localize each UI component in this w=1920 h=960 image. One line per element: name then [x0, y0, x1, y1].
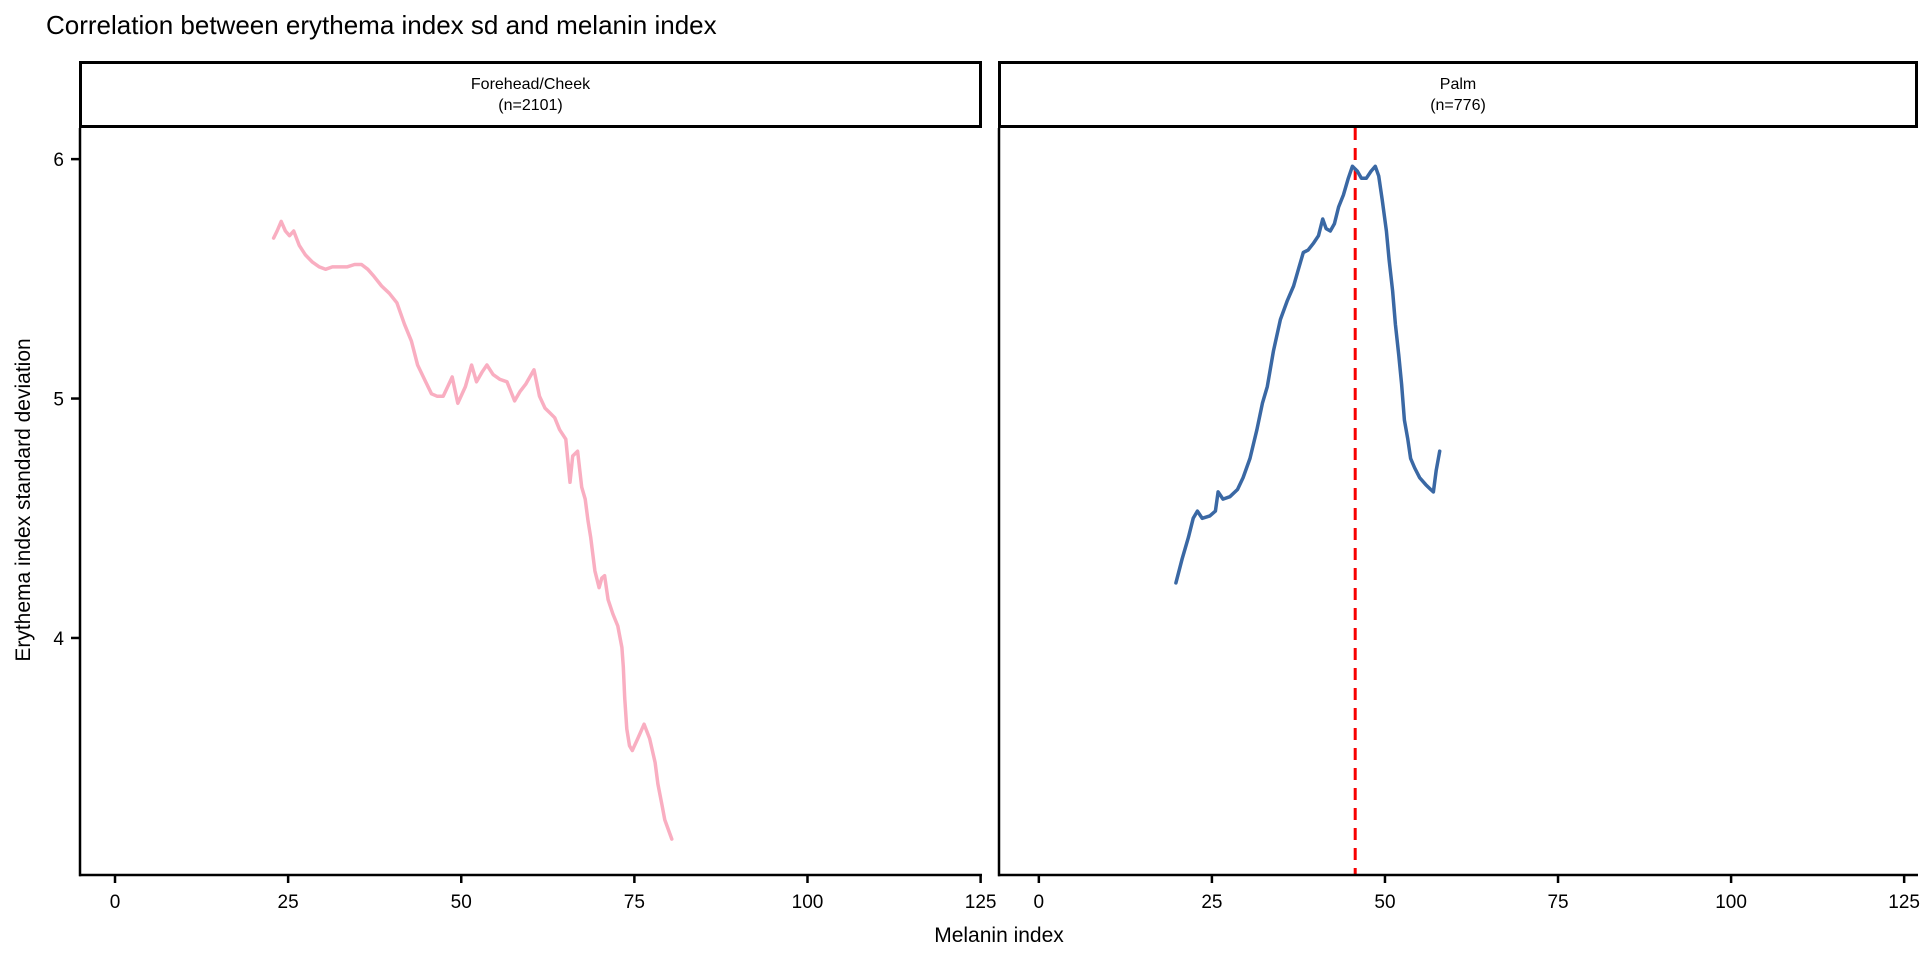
x-tick-label: 0	[1034, 892, 1045, 913]
series-line-palm	[1174, 164, 1442, 585]
y-tick-label: 4	[53, 629, 64, 650]
x-tick-label: 125	[1888, 892, 1920, 913]
x-tick-label: 25	[278, 892, 299, 913]
facet-strip-label: Forehead/Cheek	[470, 75, 591, 93]
x-tick-label: 25	[1201, 892, 1222, 913]
x-tick-label: 50	[451, 892, 472, 913]
facet-strip-count: (n=776)	[1430, 96, 1486, 114]
x-tick-label: 50	[1374, 892, 1395, 913]
x-tick-label: 75	[1547, 892, 1568, 913]
x-tick-label: 125	[965, 892, 997, 913]
x-tick-label: 75	[624, 892, 645, 913]
x-tick-label: 0	[110, 892, 121, 913]
facet-strip-label: Palm	[1439, 75, 1477, 93]
series-line-forehead-cheek	[271, 219, 674, 841]
x-axis-title: Melanin index	[934, 924, 1064, 947]
y-tick-label: 5	[53, 390, 64, 411]
x-tick-label: 100	[792, 892, 824, 913]
x-tick-label: 100	[1715, 892, 1747, 913]
facet-strip-palm: Palm (n=776)	[998, 61, 1918, 128]
y-tick-label: 6	[53, 150, 64, 171]
facet-strip-forehead-cheek: Forehead/Cheek (n=2101)	[79, 61, 982, 128]
facet-strip-count: (n=2101)	[498, 96, 563, 114]
y-axis-title: Erythema index standard deviation	[12, 338, 35, 662]
chart-title: Correlation between erythema index sd an…	[46, 10, 717, 40]
